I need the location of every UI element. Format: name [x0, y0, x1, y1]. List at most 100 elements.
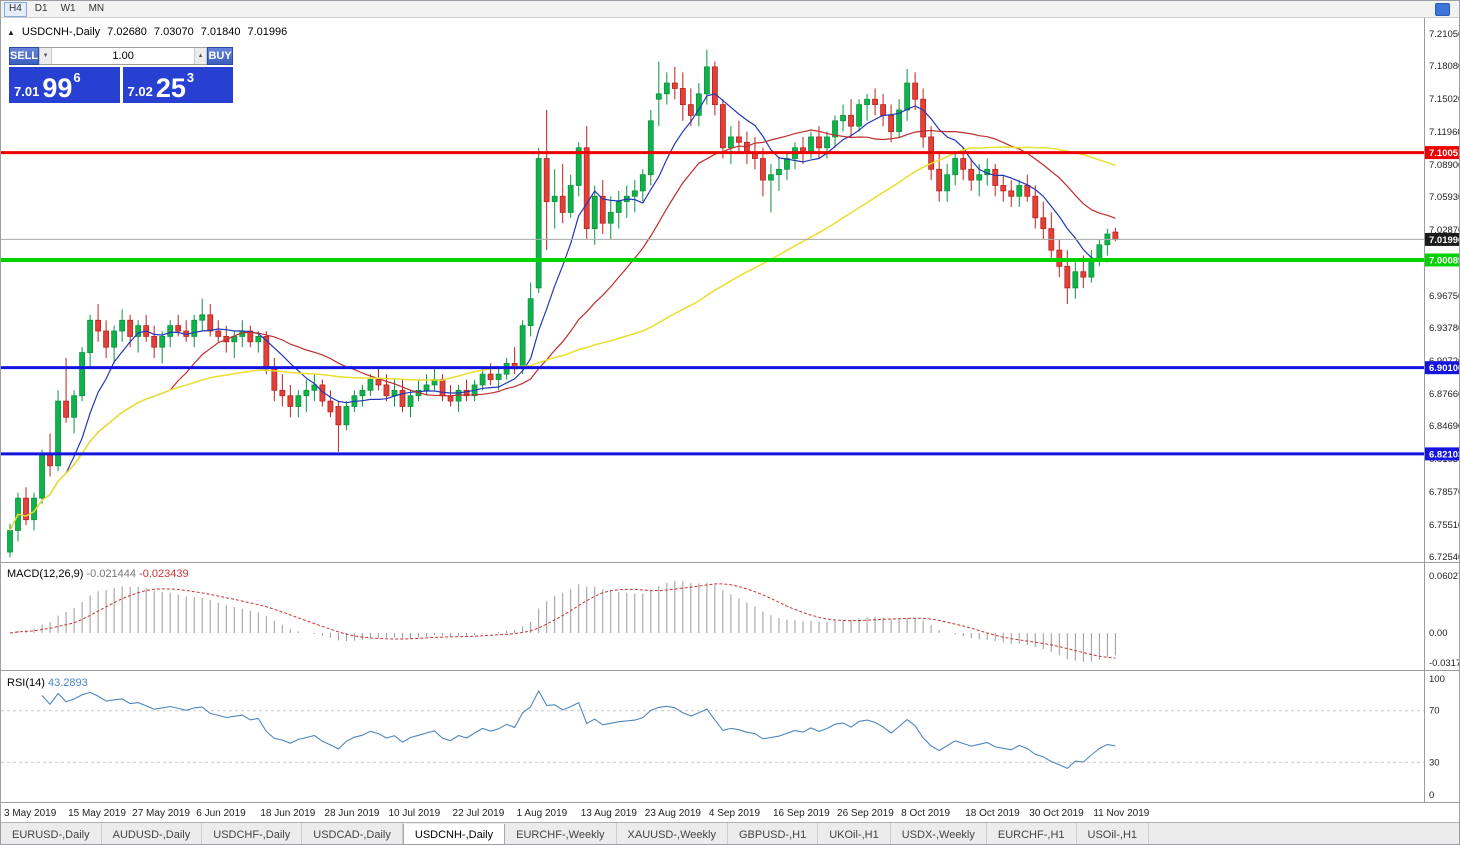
axis-label: 6.96750 [1429, 291, 1460, 302]
candle-body [960, 158, 967, 170]
axis-badge-label: 7.10051 [1429, 148, 1460, 159]
candle-body [159, 336, 166, 348]
timeframe-button-w1[interactable]: W1 [56, 2, 81, 17]
candle-body [904, 82, 911, 111]
volume-input[interactable] [52, 48, 195, 64]
candle-body [647, 120, 654, 176]
candle-body [247, 330, 254, 343]
axis-badge-label: 7.01996 [1429, 235, 1460, 246]
sell-price-prefix: 7.01 [14, 84, 40, 100]
chart-tab[interactable]: EURCHF-,Weekly [505, 823, 617, 844]
candle-body [407, 395, 414, 407]
chart-shift-icon[interactable] [1435, 2, 1450, 16]
axis-label: 7.08900 [1429, 160, 1460, 171]
chart-tab[interactable]: USDX-,Weekly [891, 823, 987, 844]
candle-body [399, 389, 406, 407]
chart-tab[interactable]: USDCHF-,Daily [202, 823, 303, 844]
volume-down-button[interactable]: ▼ [39, 48, 53, 64]
axis-label: 7.15020 [1429, 94, 1460, 105]
ma-line-medium [9, 129, 1116, 531]
candle-body [287, 395, 294, 407]
candle-body [808, 136, 814, 154]
date-label: 15 May 2019 [68, 808, 126, 819]
candle-body [519, 325, 526, 370]
candle-body [439, 379, 446, 397]
candle-body [215, 330, 222, 337]
candle-body [167, 325, 174, 337]
chart-tab[interactable]: EURCHF-,H1 [987, 823, 1077, 844]
candle-body [1112, 231, 1119, 240]
candle-body [551, 195, 558, 203]
volume-up-button[interactable]: ▲ [194, 48, 208, 64]
candle-body [207, 314, 214, 332]
axis-badge [1425, 232, 1459, 246]
date-label: 6 Jun 2019 [196, 808, 246, 819]
candle-body [776, 168, 782, 176]
axis-label: 7.02870 [1429, 225, 1460, 236]
candle-body [47, 454, 53, 467]
chart-canvas[interactable]: 7.21050 7.18080 7.15020 7.11960 7.08900 7.059… [1, 18, 1460, 822]
candle-body [976, 174, 983, 181]
candle-body [912, 82, 919, 100]
candle-body [23, 497, 29, 521]
quote-row: 7.01 99 6 7.02 25 3 [9, 67, 233, 103]
candle-body [1000, 185, 1007, 192]
chart-tab[interactable]: AUDUSD-,Daily [102, 823, 203, 844]
chart-area[interactable]: 7.21050 7.18080 7.15020 7.11960 7.08900 7.059… [1, 18, 1460, 822]
candle-body [968, 168, 975, 181]
date-label: 23 Aug 2019 [645, 808, 702, 819]
date-label: 18 Jun 2019 [260, 808, 315, 819]
timeframe-button-d1[interactable]: D1 [30, 2, 53, 17]
rsi-label: RSI(14) 43.2893 [7, 677, 88, 689]
axis-label: 7.05930 [1429, 192, 1460, 203]
axis-label: 7.21050 [1429, 29, 1460, 40]
candle-body [719, 104, 726, 149]
chart-tab[interactable]: UKOil-,H1 [818, 823, 891, 844]
candle-body [920, 98, 927, 138]
chart-tab[interactable]: USDCNH-,Daily [402, 824, 506, 844]
candle-body [687, 104, 694, 116]
candle-body [495, 373, 502, 380]
candle-body [711, 66, 718, 106]
buy-price-sup: 3 [186, 70, 195, 85]
chart-tab[interactable]: GBPUSD-,H1 [728, 823, 819, 844]
candle-body [840, 114, 846, 122]
buy-price-box[interactable]: 7.02 25 3 [122, 67, 233, 103]
chart-tab[interactable]: USDCAD-,Daily [302, 823, 403, 844]
candle-body [119, 319, 126, 332]
sell-button[interactable]: SELL [9, 47, 40, 65]
candles [7, 49, 1119, 558]
chart-tab[interactable]: EURUSD-,Daily [1, 823, 102, 844]
candle-body [39, 454, 45, 499]
rsi-scale-label: 30 [1429, 757, 1440, 768]
chart-tab[interactable]: USOil-,H1 [1077, 823, 1150, 844]
buy-button[interactable]: BUY [207, 47, 233, 65]
chart-tab[interactable]: XAUUSD-,Weekly [617, 823, 728, 844]
date-label: 11 Nov 2019 [1093, 808, 1149, 819]
candle-body [671, 82, 678, 89]
timeframe-button-h4[interactable]: H4 [4, 1, 27, 17]
candle-body [327, 400, 334, 413]
collapse-icon[interactable]: ▲ [7, 27, 15, 37]
candle-body [599, 195, 606, 224]
candle-body [679, 88, 686, 106]
candle-body [375, 379, 382, 386]
candle-body [55, 400, 61, 467]
sell-price-box[interactable]: 7.01 99 6 [9, 67, 120, 103]
ma-line-fast [9, 93, 1116, 531]
candle-body [872, 98, 878, 106]
candle-body [607, 212, 614, 224]
candle-body [655, 93, 662, 100]
axis-badge [1425, 253, 1459, 267]
candle-body [1032, 195, 1039, 219]
timeframe-button-mn[interactable]: MN [84, 2, 110, 17]
axis-badge-label: 6.82103 [1429, 449, 1460, 460]
candle-body [615, 201, 622, 213]
candle-body [271, 368, 278, 391]
toolbar-right-group [1435, 2, 1456, 16]
date-label: 3 May 2019 [4, 808, 57, 819]
rsi-scale-label: 0 [1429, 790, 1434, 801]
candle-body [279, 389, 286, 397]
candle-body [864, 98, 870, 106]
candle-body [199, 314, 206, 321]
